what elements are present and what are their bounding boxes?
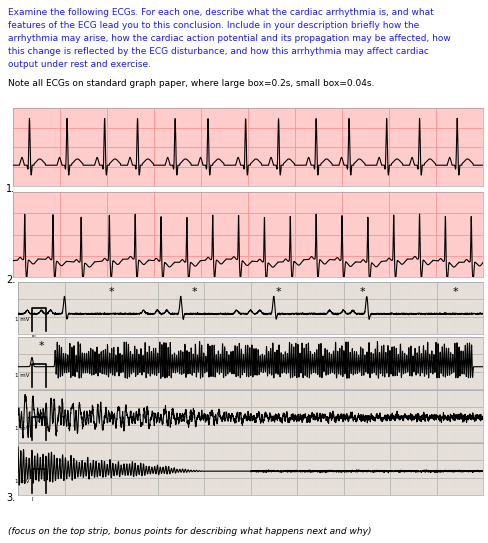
Text: *: * xyxy=(191,287,197,297)
Text: 1.: 1. xyxy=(6,184,15,194)
Text: (focus on the top strip, bonus points for describing what happens next and why): (focus on the top strip, bonus points fo… xyxy=(8,527,371,536)
Text: 3.: 3. xyxy=(6,493,15,503)
Text: 1 mV: 1 mV xyxy=(15,478,30,484)
Text: *: * xyxy=(275,287,281,297)
Text: Examine the following ECGs. For each one, describe what the cardiac arrhythmia i: Examine the following ECGs. For each one… xyxy=(8,8,433,17)
Text: 1 mV: 1 mV xyxy=(15,373,30,378)
Text: 1 mV: 1 mV xyxy=(15,426,30,431)
Text: this change is reflected by the ECG disturbance, and how this arrhythmia may aff: this change is reflected by the ECG dist… xyxy=(8,47,428,56)
Text: I: I xyxy=(32,392,34,396)
Text: *: * xyxy=(451,287,457,297)
Text: features of the ECG lead you to this conclusion. Include in your description bri: features of the ECG lead you to this con… xyxy=(8,21,418,30)
Text: I: I xyxy=(32,497,34,502)
Text: *: * xyxy=(359,287,364,297)
Text: III: III xyxy=(32,335,37,340)
Text: *: * xyxy=(108,287,114,297)
Text: 1 mV: 1 mV xyxy=(15,317,30,322)
Text: arrhythmia may arise, how the cardiac action potential and its propagation may b: arrhythmia may arise, how the cardiac ac… xyxy=(8,34,450,43)
Text: II: II xyxy=(32,445,35,450)
Text: *: * xyxy=(39,342,44,351)
Text: Note all ECGs on standard graph paper, where large box=0.2s, small box=0.04s.: Note all ECGs on standard graph paper, w… xyxy=(8,79,374,88)
Text: output under rest and exercise.: output under rest and exercise. xyxy=(8,60,151,69)
Text: 2.: 2. xyxy=(6,275,15,285)
